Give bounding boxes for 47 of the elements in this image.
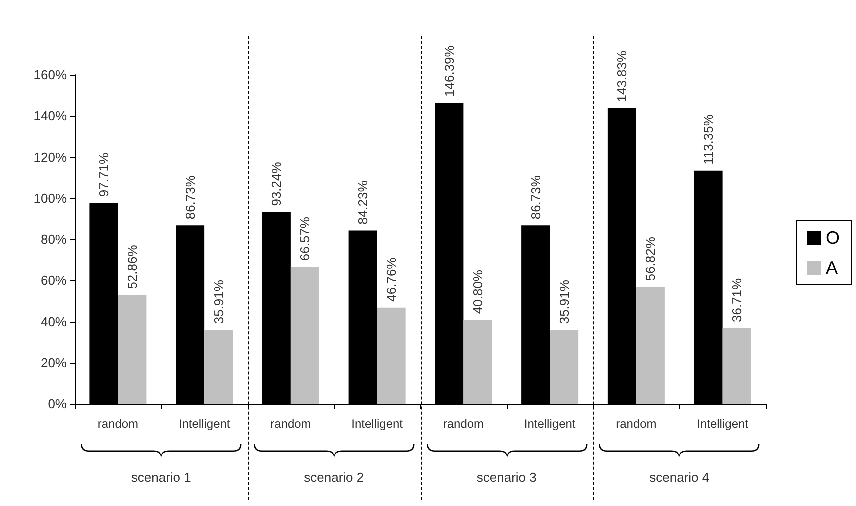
y-tick-label: 160% [34,68,68,82]
data-label: 143.83% [614,50,630,102]
data-label: 86.73% [182,175,198,220]
data-label: 86.73% [528,175,544,220]
x-tick-label: random [98,417,139,431]
data-label: 56.82% [643,236,658,282]
x-tick-label: Intelligent [352,417,404,431]
y-tick-label: 0% [48,396,68,412]
y-tick-label: 100% [34,190,68,206]
text: scenario 2 [304,470,364,485]
bar [377,308,406,404]
bar [722,328,752,404]
y-tick-label: 60% [40,273,68,288]
data-label: 52.86% [124,244,140,290]
x-tick-label: random [443,417,484,431]
y-tick-label: 80% [40,232,68,247]
text: scenario 1 [131,470,192,485]
data-label: 66.57% [298,216,313,262]
x-tick-label: Intelligent [524,417,576,431]
bar [550,330,579,404]
x-tick-label: random [270,417,312,431]
text: scenario 4 [650,470,710,485]
data-label: 93.24% [269,162,284,206]
data-label: 84.23% [356,180,371,225]
data-label: 146.39% [442,45,457,97]
y-tick-label: 140% [34,108,68,124]
bar [204,330,234,404]
legend-label: A [826,258,838,278]
legend-label: O [826,228,840,248]
x-tick-label: random [616,417,657,431]
y-tick-label: 20% [40,355,68,370]
text: scenario 3 [476,470,537,485]
data-label: 40.80% [470,270,486,314]
y-tick-label: 40% [40,314,68,330]
bar [118,295,147,404]
bar [636,287,665,404]
data-label: 97.71% [96,152,112,198]
x-tick-label: Intelligent [697,417,750,431]
y-tick-label: 120% [34,150,68,165]
data-label: 46.76% [384,257,400,302]
data-label: 36.71% [730,278,745,323]
bar [464,320,492,404]
data-label: 113.35% [701,114,716,165]
data-label: 35.91% [556,280,572,324]
data-label: 35.91% [211,280,226,324]
bar [290,267,320,404]
x-tick-label: Intelligent [178,417,231,431]
